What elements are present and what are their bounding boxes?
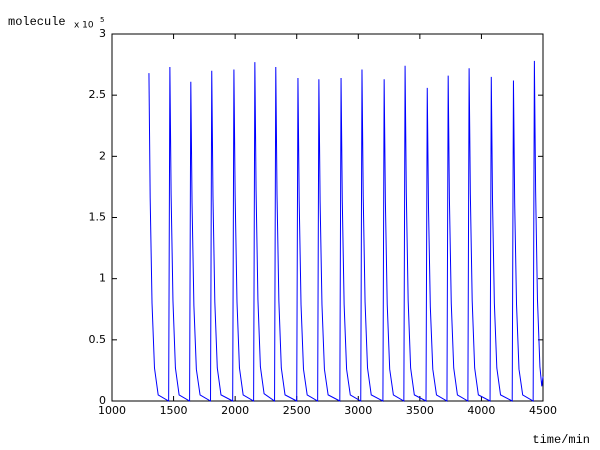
y-tick-label: 2.5: [89, 88, 107, 101]
x-tick-label: 3500: [406, 404, 434, 417]
x-axis-label: time/min: [532, 433, 590, 447]
plot-frame: [111, 33, 544, 402]
y-tick-label: 0.5: [89, 333, 107, 346]
y-tick-label: 2: [99, 149, 106, 162]
y-tick-label: 1.5: [89, 211, 107, 224]
x-tick-label: 1000: [98, 404, 126, 417]
y-multiplier-exponent: 5: [100, 16, 104, 24]
data-line: [148, 60, 544, 402]
y-axis-label: molecule: [8, 15, 66, 29]
x-tick-label: 4000: [467, 404, 495, 417]
x-tick-label: 2500: [283, 404, 311, 417]
y-tick-label: 3: [99, 27, 106, 40]
y-tick-label: 1: [99, 272, 106, 285]
x-tick-label: 3000: [344, 404, 372, 417]
x-tick-label: 4500: [529, 404, 557, 417]
y-tick-label: 0: [99, 394, 106, 407]
x-tick-label: 1500: [160, 404, 188, 417]
y-multiplier: x 10: [74, 21, 94, 31]
x-tick-label: 2000: [221, 404, 249, 417]
